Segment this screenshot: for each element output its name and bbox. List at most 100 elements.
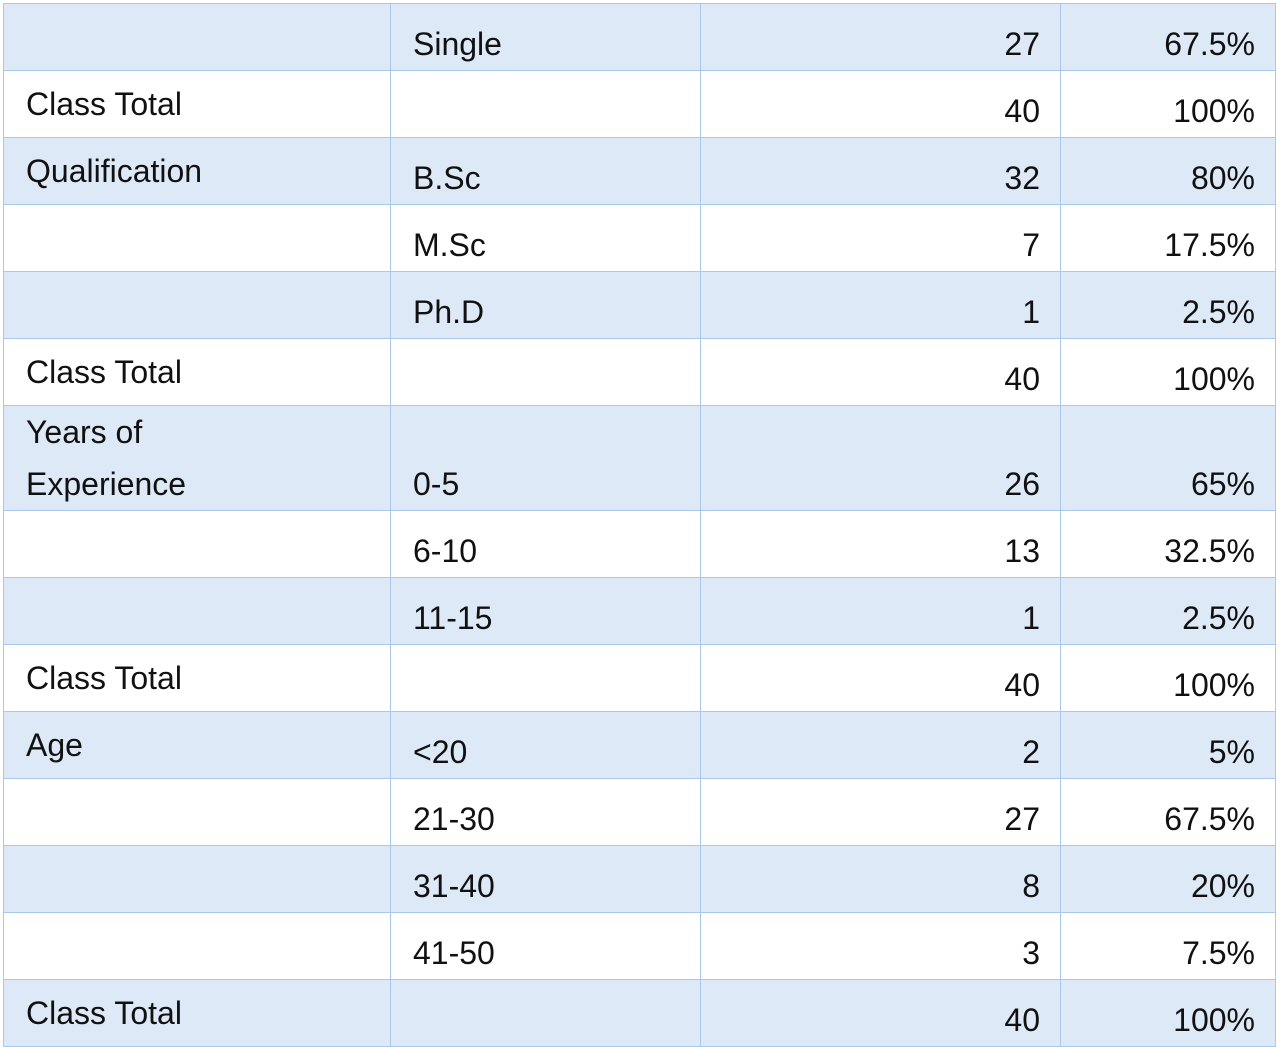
table-row: 21-30 27 67.5% [3, 778, 1276, 846]
count-text: 40 [1004, 1002, 1040, 1038]
table-cell: 7.5% [1060, 912, 1276, 980]
table-row: Class Total 40 100% [3, 979, 1276, 1047]
percent-text: 2.5% [1182, 294, 1255, 330]
percent-text: 65% [1190, 466, 1255, 502]
percent-text: 100% [1173, 93, 1255, 129]
table-cell: 32.5% [1060, 510, 1276, 578]
count-text: 40 [1004, 361, 1040, 397]
item-text: <20 [413, 734, 468, 770]
table-cell: 27 [700, 3, 1061, 71]
table-body: Single 27 67.5% Class Total 40 100% Qualificat… [3, 3, 1276, 1047]
group-text: Class Total [26, 660, 182, 696]
group-text: Class Total [26, 995, 182, 1031]
group-text: Years of Experience [26, 414, 187, 502]
table-cell: 27 [700, 778, 1061, 846]
page: Single 27 67.5% Class Total 40 100% Qualificat… [0, 3, 1280, 1047]
table-cell [3, 510, 391, 578]
item-text: Ph.D [413, 294, 485, 330]
table-cell: 26 [700, 405, 1061, 511]
table-row: M.Sc 7 17.5% [3, 204, 1276, 272]
count-text: 8 [1022, 868, 1040, 904]
table-cell: 80% [1060, 137, 1276, 205]
percent-text: 7.5% [1182, 935, 1255, 971]
table-cell: 7 [700, 204, 1061, 272]
table-row: 11-15 1 2.5% [3, 577, 1276, 645]
percent-text: 17.5% [1164, 227, 1255, 263]
percent-text: 32.5% [1164, 533, 1255, 569]
percent-text: 67.5% [1164, 26, 1255, 62]
table-cell: Class Total [3, 70, 391, 138]
table-cell: 0-5 [390, 405, 701, 511]
table-cell: 65% [1060, 405, 1276, 511]
table-row: Ph.D 1 2.5% [3, 271, 1276, 339]
table-cell: 40 [700, 338, 1061, 406]
table-row: 41-50 3 7.5% [3, 912, 1276, 980]
table-cell [3, 912, 391, 980]
table-row: Single 27 67.5% [3, 3, 1276, 71]
percent-text: 2.5% [1182, 600, 1255, 636]
table-row: Years of Experience 0-5 26 65% [3, 405, 1276, 511]
table-cell: 40 [700, 979, 1061, 1047]
table-cell: Class Total [3, 979, 391, 1047]
table-row: Class Total 40 100% [3, 644, 1276, 712]
percent-text: 20% [1190, 868, 1255, 904]
group-text: Qualification [26, 153, 203, 189]
table-row: Class Total 40 100% [3, 70, 1276, 138]
item-text: 0-5 [413, 466, 460, 502]
table-cell: <20 [390, 711, 701, 779]
count-text: 7 [1022, 227, 1040, 263]
table-cell: 40 [700, 644, 1061, 712]
table-row: Age <20 2 5% [3, 711, 1276, 779]
table-cell: 6-10 [390, 510, 701, 578]
group-text: Class Total [26, 86, 182, 122]
table-cell: 100% [1060, 979, 1276, 1047]
count-text: 40 [1004, 667, 1040, 703]
table-cell: 40 [700, 70, 1061, 138]
table-cell: 2 [700, 711, 1061, 779]
table-cell: 31-40 [390, 845, 701, 913]
table-cell: Class Total [3, 644, 391, 712]
count-text: 27 [1004, 801, 1040, 837]
table-row: Class Total 40 100% [3, 338, 1276, 406]
data-table: Single 27 67.5% Class Total 40 100% Qualificat… [3, 3, 1276, 1047]
table-cell: 17.5% [1060, 204, 1276, 272]
table-cell: 100% [1060, 70, 1276, 138]
table-cell: 2.5% [1060, 577, 1276, 645]
count-text: 2 [1022, 734, 1040, 770]
table-row: Qualification B.Sc 32 80% [3, 137, 1276, 205]
item-text: 11-15 [413, 600, 493, 636]
table-cell: 67.5% [1060, 778, 1276, 846]
table-cell: M.Sc [390, 204, 701, 272]
percent-text: 100% [1173, 1002, 1255, 1038]
table-cell: 20% [1060, 845, 1276, 913]
item-text: 21-30 [413, 801, 495, 837]
count-text: 3 [1022, 935, 1040, 971]
table-cell: Class Total [3, 338, 391, 406]
count-text: 27 [1004, 26, 1040, 62]
table-cell: 8 [700, 845, 1061, 913]
table-cell: 21-30 [390, 778, 701, 846]
percent-text: 100% [1173, 361, 1255, 397]
table-cell [390, 338, 701, 406]
percent-text: 67.5% [1164, 801, 1255, 837]
count-text: 1 [1022, 600, 1040, 636]
table-cell: 3 [700, 912, 1061, 980]
table-cell: 100% [1060, 338, 1276, 406]
table-cell: Years of Experience [3, 405, 391, 511]
table-cell [3, 577, 391, 645]
table-cell [3, 845, 391, 913]
table-row: 31-40 8 20% [3, 845, 1276, 913]
table-cell: 1 [700, 271, 1061, 339]
table-cell: 32 [700, 137, 1061, 205]
table-cell: 100% [1060, 644, 1276, 712]
table-cell: 2.5% [1060, 271, 1276, 339]
count-text: 26 [1004, 466, 1040, 502]
item-text: M.Sc [413, 227, 486, 263]
table-cell [390, 70, 701, 138]
table-cell: B.Sc [390, 137, 701, 205]
percent-text: 5% [1208, 734, 1255, 770]
table-cell: Single [390, 3, 701, 71]
item-text: Single [413, 26, 502, 62]
table-cell: 67.5% [1060, 3, 1276, 71]
table-cell: Qualification [3, 137, 391, 205]
